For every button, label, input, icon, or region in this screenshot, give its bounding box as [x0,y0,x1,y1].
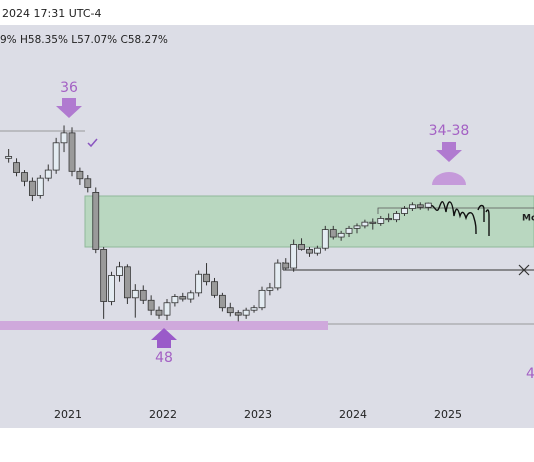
candle-body [203,273,210,283]
candle-body [163,302,171,316]
candle-body [147,299,155,311]
annotation: 4 [526,366,534,382]
candle-body [377,218,385,224]
annotation: 34-38 [429,123,470,139]
candle-body [250,307,258,311]
candle-body [282,262,290,269]
supply-zone [84,195,534,248]
candle-body [393,213,400,221]
arrow-down [56,98,82,118]
candle-body [155,309,163,316]
top-dome [432,172,466,185]
candle-body [195,273,203,294]
candle-body [266,287,274,291]
annotation: 48 [155,350,173,366]
x-tick-label: 2023 [244,408,272,421]
range-line [377,207,534,214]
candle-body [68,132,76,172]
arrow-up [151,328,177,348]
x-tick-label: 2022 [149,408,177,421]
zone-label: Mo [522,214,534,224]
candle-body [401,208,408,214]
candle-body [321,229,329,249]
candle-body [424,202,432,208]
x-tick-label: 2025 [434,408,462,421]
candle-body [139,289,147,301]
candle-body [100,249,108,302]
candle-body [361,221,369,227]
candle-body [345,227,353,234]
candle-body [234,312,242,316]
candle-body [242,309,250,316]
arrow-down [436,142,462,162]
candle-body [329,229,337,238]
candle-body [28,180,36,196]
candle-body [92,191,100,250]
candle-body [298,244,305,250]
x-tick-label: 2024 [339,408,367,421]
datetime: 2024 17:31 UTC-4 [2,7,101,20]
candle-body [218,294,226,309]
check-mark [87,138,98,148]
candle-body [353,225,361,229]
cross-mark [518,264,530,276]
candle-body [21,172,28,182]
candle-body [13,162,20,173]
candle-body [171,296,179,304]
candle-body [52,142,60,171]
candle-body [5,156,13,159]
candle-body [84,178,92,188]
candle-body [306,249,313,254]
candle-body [313,247,321,254]
candle-body [211,281,218,296]
candle-body [274,262,282,289]
support-band [0,321,328,330]
ohlc-legend: 9% H58.35% L57.07% C58.27% [0,34,168,46]
candle-body [385,218,393,221]
candle-body [60,132,68,144]
candle-body [226,307,234,314]
candle-body [108,275,115,302]
candle-body [187,292,195,300]
projection-sketch [429,201,490,236]
annotation: 36 [60,80,78,96]
candle-body [131,289,139,299]
candle-body [76,170,84,180]
x-tick-label: 2021 [54,408,82,421]
candle-body [36,177,44,196]
candle-body [116,266,123,276]
candle-body [369,221,377,224]
candle-body [408,204,416,209]
candle-body [179,296,187,300]
candle-body [416,204,424,208]
candle-body [44,169,52,179]
candle-body [337,232,345,238]
candle-body [258,289,266,309]
candle-body [290,244,298,269]
candle-body [123,266,131,299]
